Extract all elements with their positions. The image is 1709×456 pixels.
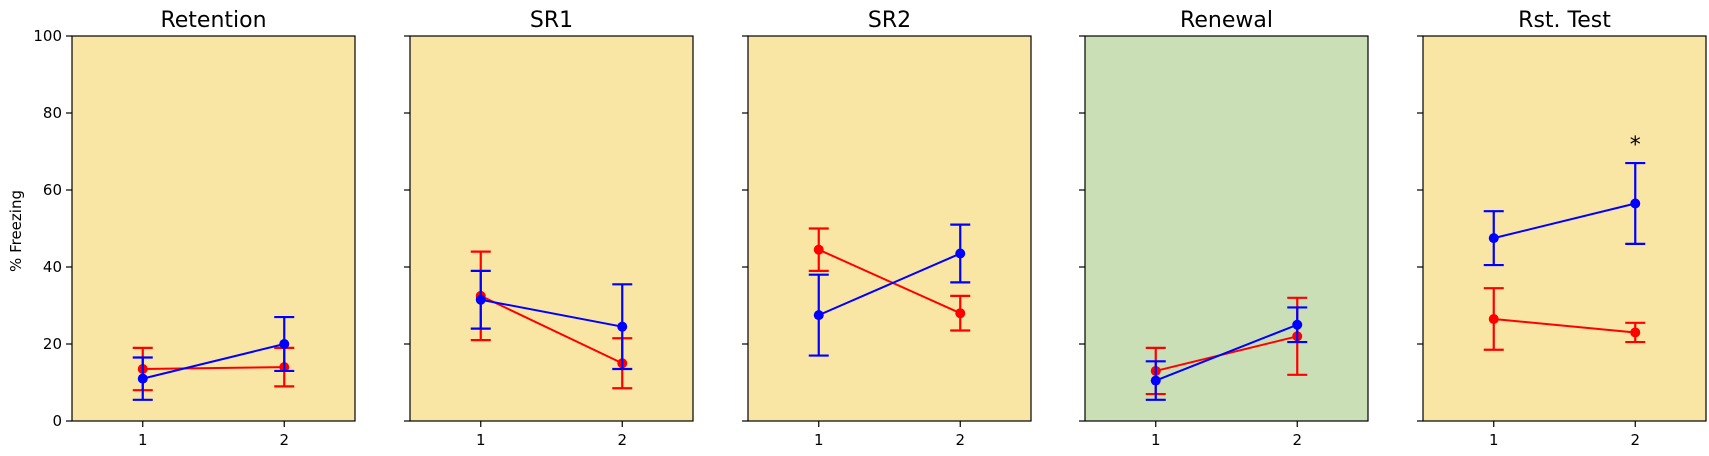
x-tick-label: 2 <box>955 431 965 449</box>
panel-2: SR2 1 2 <box>742 8 1032 449</box>
series-line <box>142 343 285 380</box>
y-tick-label: 0 <box>52 412 62 430</box>
panel-title: SR1 <box>530 8 573 33</box>
series-line <box>480 294 623 365</box>
data-point <box>137 373 148 384</box>
y-tick-label: 20 <box>43 335 62 353</box>
panel-4: Rst. Test 1 2 * <box>1417 8 1707 449</box>
series-line <box>142 366 285 371</box>
series-line <box>818 248 961 315</box>
data-point <box>617 321 628 332</box>
series-line <box>1493 317 1636 334</box>
series-blue <box>470 269 633 371</box>
panel-title: Renewal <box>1180 8 1273 33</box>
data-point <box>1488 313 1499 324</box>
data-point <box>1488 233 1499 244</box>
x-tick-label: 1 <box>1489 431 1499 449</box>
x-tick-label: 1 <box>138 431 148 449</box>
panel-title: Rst. Test <box>1518 8 1611 33</box>
data-point <box>813 310 824 321</box>
data-point <box>1292 319 1303 330</box>
x-tick-label: 2 <box>1292 431 1302 449</box>
panel-background <box>410 36 693 421</box>
panel-frame <box>1422 35 1707 422</box>
panel-frame <box>747 35 1032 422</box>
panel-frame <box>409 35 694 422</box>
series-blue <box>1483 161 1646 267</box>
data-point <box>1630 198 1641 209</box>
series-line <box>1493 202 1636 240</box>
series-red <box>1483 287 1646 351</box>
series-blue <box>132 315 295 401</box>
panel-0: Retention 0 20 40 60 80 100 1 2 <box>33 8 356 449</box>
panel-background <box>72 36 355 421</box>
x-tick-label: 2 <box>279 431 289 449</box>
significance-marker: * <box>1630 133 1641 158</box>
data-point <box>955 308 966 319</box>
data-point <box>955 248 966 259</box>
panel-title: Retention <box>160 8 266 33</box>
panel-background <box>748 36 1031 421</box>
panel-3: Renewal 1 2 <box>1079 8 1369 449</box>
x-tick-label: 1 <box>476 431 486 449</box>
x-tick-label: 1 <box>814 431 824 449</box>
data-point <box>475 294 486 305</box>
y-tick-label: 100 <box>33 27 62 45</box>
x-tick-label: 2 <box>617 431 627 449</box>
series-line <box>1155 323 1298 382</box>
data-point <box>1630 327 1641 338</box>
panel-background <box>1085 36 1368 421</box>
y-axis-label: % Freezing <box>7 190 25 272</box>
panel-frame <box>1084 35 1369 422</box>
x-tick-label: 2 <box>1630 431 1640 449</box>
data-point <box>813 244 824 255</box>
data-point <box>279 339 290 349</box>
panel-title: SR2 <box>868 8 911 33</box>
y-tick-label: 40 <box>43 258 62 276</box>
data-point <box>1150 375 1161 386</box>
series-line <box>818 252 961 317</box>
y-tick-label: 80 <box>43 104 62 122</box>
panel-1: SR1 1 2 <box>404 8 694 449</box>
series-blue <box>808 223 971 357</box>
series-blue <box>1145 306 1308 401</box>
x-tick-label: 1 <box>1151 431 1161 449</box>
panel-frame <box>71 35 356 422</box>
series-line <box>480 298 623 328</box>
panel-background <box>1423 36 1706 421</box>
series-red <box>808 227 971 332</box>
y-tick-label: 60 <box>43 181 62 199</box>
